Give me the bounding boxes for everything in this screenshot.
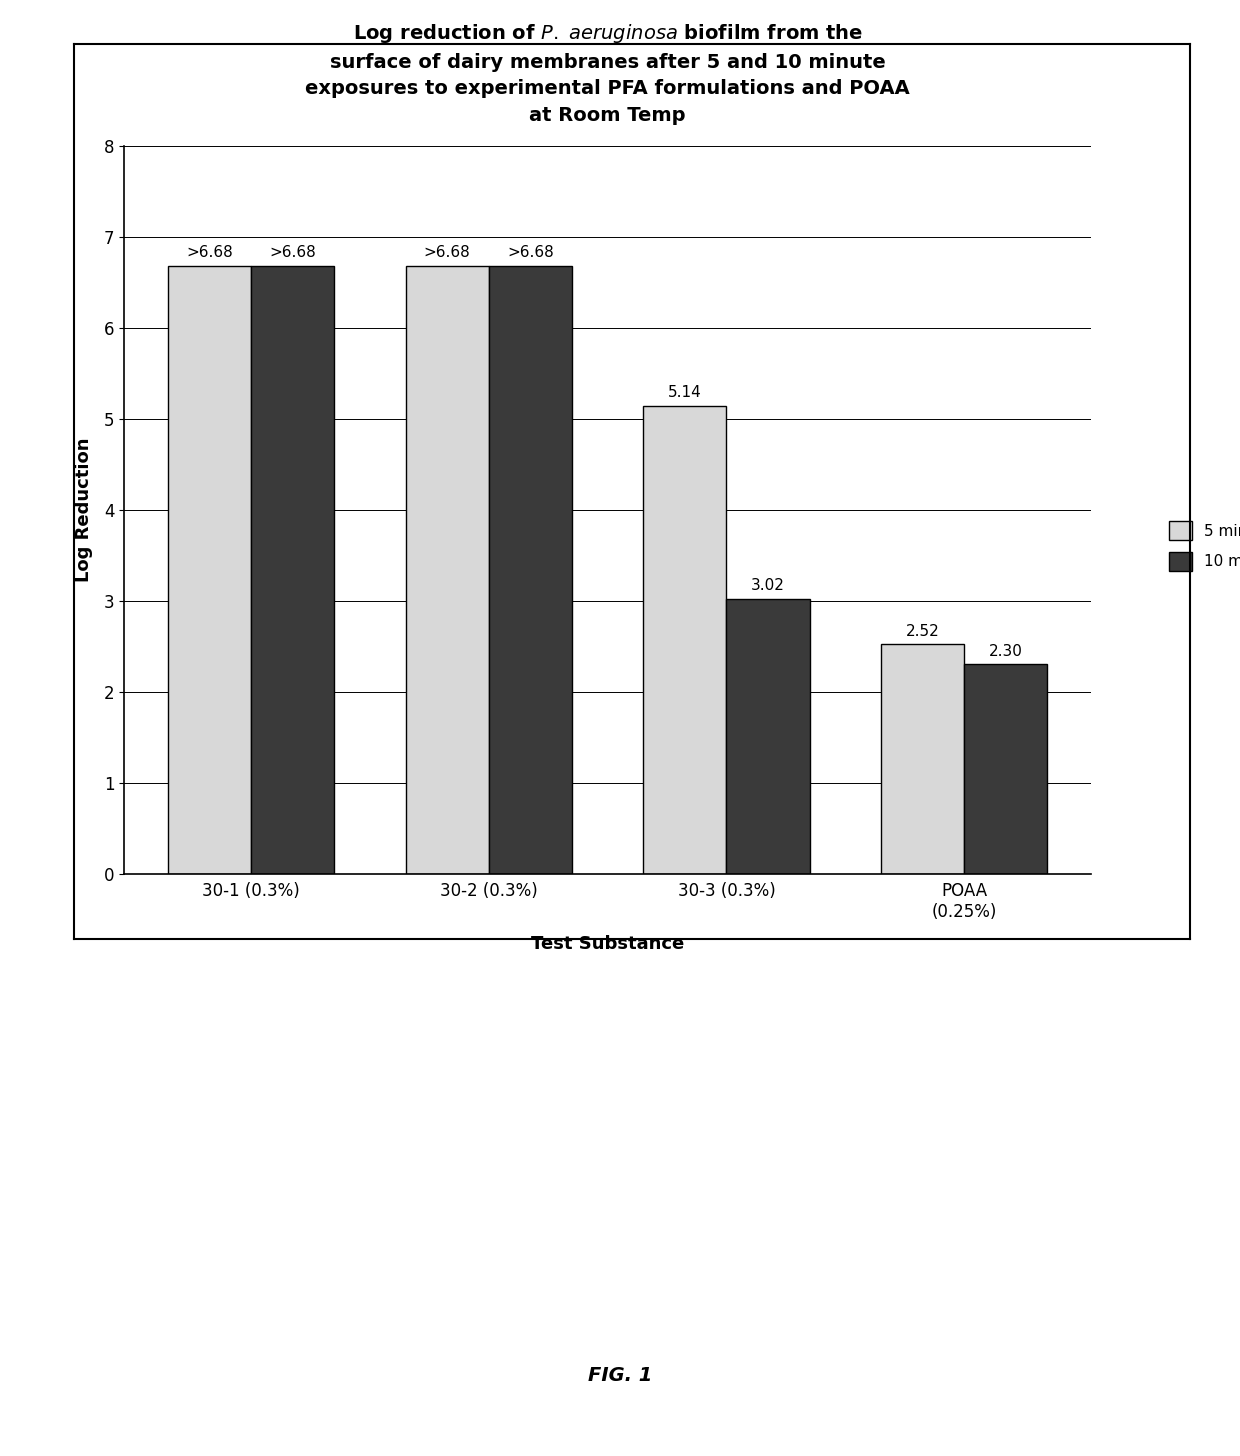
Text: FIG. 1: FIG. 1	[588, 1366, 652, 1386]
Text: 5.14: 5.14	[668, 386, 702, 400]
Bar	[963, 664, 1048, 874]
Text: >6.68: >6.68	[424, 245, 470, 261]
Bar	[880, 644, 963, 874]
Text: >6.68: >6.68	[186, 245, 233, 261]
Bar	[644, 406, 727, 874]
Bar	[489, 265, 572, 874]
Bar	[167, 265, 252, 874]
Title: Log reduction of $\mathit{P.\ aeruginosa}$ biofilm from the
surface of dairy mem: Log reduction of $\mathit{P.\ aeruginosa…	[305, 22, 910, 125]
Text: 2.30: 2.30	[988, 644, 1023, 658]
X-axis label: Test Substance: Test Substance	[531, 935, 684, 952]
Text: 3.02: 3.02	[751, 578, 785, 593]
Bar	[252, 265, 335, 874]
Bar	[405, 265, 489, 874]
Text: >6.68: >6.68	[269, 245, 316, 261]
Text: >6.68: >6.68	[507, 245, 554, 261]
Text: 2.52: 2.52	[905, 623, 940, 639]
Bar	[727, 598, 810, 874]
Legend: 5 minutes, 10 minutes: 5 minutes, 10 minutes	[1163, 515, 1240, 577]
Y-axis label: Log Reduction: Log Reduction	[74, 437, 93, 582]
